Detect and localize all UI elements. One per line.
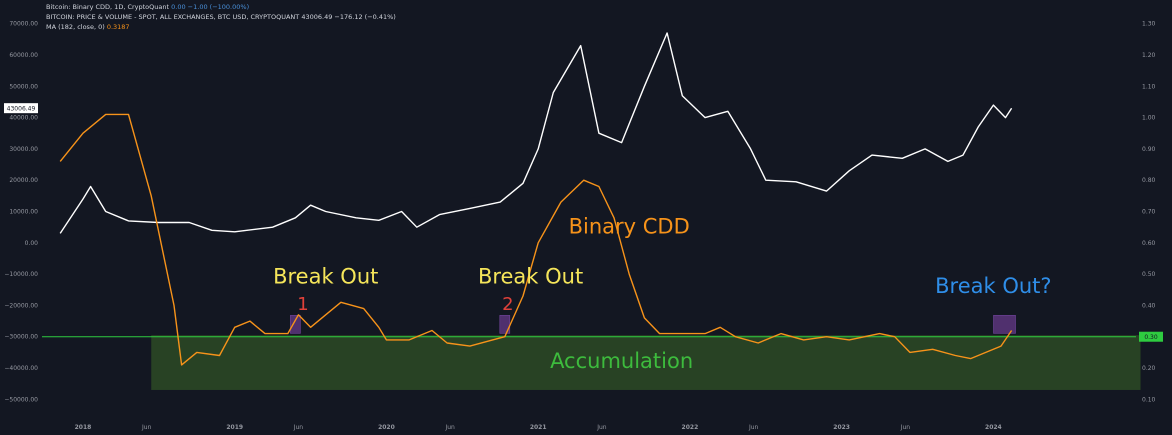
legend-cdd-values: 0.00 −1.00 (−100.00%)	[171, 3, 250, 11]
right-axis-tick-label: 0.50	[1142, 271, 1156, 278]
legend-line-ma: MA (182, close, 0) 0.3187	[46, 23, 130, 31]
legend-ma-label: MA (182, close, 0)	[46, 23, 105, 31]
legend-price-values: 43006.49 −176.12 (−0.41%)	[301, 13, 396, 21]
time-axis-tick-label: 2019	[226, 424, 243, 431]
time-axis-tick-label: Jun	[141, 424, 152, 431]
threshold-label: 0.30	[1144, 334, 1158, 341]
left-axis-tick-label: −40000.00	[4, 365, 38, 372]
zones-layer	[42, 335, 1141, 390]
left-axis-tick-label: 20000.00	[9, 177, 38, 184]
legend-line-price: BITCOIN: PRICE & VOLUME - SPOT, ALL EXCH…	[46, 13, 396, 21]
time-axis-tick-label: Jun	[900, 424, 911, 431]
series-layer	[59, 32, 1013, 366]
breakout-marker	[993, 315, 1016, 334]
annotations-layer: Binary CDD Break Out 1 Break Out 2 Break Out?…	[273, 214, 1051, 373]
left-axis-tick-label: 50000.00	[9, 83, 38, 90]
time-axis-tick-label: Jun	[748, 424, 759, 431]
current-price-label: 43006.49	[7, 106, 36, 113]
breakout-markers-layer	[290, 315, 1016, 334]
right-axis-tick-label: 1.20	[1142, 52, 1156, 59]
annotation-break-out: Break Out?	[935, 274, 1051, 298]
binary-cdd-line	[59, 113, 1013, 366]
annotation-break-out: Break Out	[273, 265, 378, 289]
time-axis-tick-label: 2020	[378, 424, 395, 431]
left-axis-tick-label: 30000.00	[9, 146, 38, 153]
breakout-marker	[290, 315, 301, 334]
axis-value-labels: 43006.49 0.30	[4, 103, 1163, 342]
left-axis-tick-label: 40000.00	[9, 115, 38, 122]
left-axis-tick-label: 70000.00	[9, 21, 38, 28]
breakout-marker	[499, 315, 511, 334]
left-axis-tick-label: −50000.00	[4, 396, 38, 403]
time-axis-tick-label: Jun	[293, 424, 304, 431]
right-axis-tick-label: 0.20	[1142, 365, 1156, 372]
right-axis-tick-label: 0.60	[1142, 240, 1156, 247]
current-price-badge	[4, 103, 38, 114]
time-axis-tick-label: 2023	[833, 424, 850, 431]
annotation-binary-cdd: Binary CDD	[569, 214, 690, 238]
time-axis-tick-label: 2024	[985, 424, 1002, 431]
annotation-accumulation: Accumulation	[550, 349, 693, 373]
time-axis-tick-label: 2022	[682, 424, 699, 431]
accumulation-zone	[151, 335, 1141, 390]
left-axis-tick-label: −20000.00	[4, 302, 38, 309]
annotation-2: 2	[502, 294, 513, 315]
left-axis-tick-label: −30000.00	[4, 334, 38, 341]
left-axis: 70000.00 60000.00 50000.00 40000.00 30000.00…	[4, 21, 38, 404]
right-axis-tick-label: 1.00	[1142, 115, 1156, 122]
annotation-1: 1	[297, 294, 308, 315]
right-axis-tick-label: 1.30	[1142, 21, 1156, 28]
left-axis-tick-label: 0.00	[25, 240, 39, 247]
right-axis-tick-label: 0.80	[1142, 177, 1156, 184]
legend-cdd-label: Bitcoin: Binary CDD, 1D, CryptoQuant	[46, 3, 170, 11]
left-axis-tick-label: 10000.00	[9, 209, 38, 216]
time-axis-tick-label: Jun	[444, 424, 455, 431]
btc-price-line	[59, 32, 1013, 234]
time-axis-tick-label: Jun	[596, 424, 607, 431]
time-axis-tick-label: 2018	[75, 424, 92, 431]
legend-price-label: BITCOIN: PRICE & VOLUME - SPOT, ALL EXCH…	[46, 13, 300, 21]
left-axis-tick-label: −10000.00	[4, 271, 38, 278]
annotation-break-out: Break Out	[478, 265, 583, 289]
time-axis: 2018 Jun 2019 Jun 2020 Jun 2021 Jun 2022 Jun 2023 J…	[75, 424, 1002, 431]
legend-line-cdd: Bitcoin: Binary CDD, 1D, CryptoQuant 0.0…	[46, 3, 249, 11]
right-axis-tick-label: 0.10	[1142, 396, 1156, 403]
threshold-badge	[1139, 331, 1163, 342]
time-axis-tick-label: 2021	[530, 424, 547, 431]
right-axis-tick-label: 0.40	[1142, 302, 1156, 309]
legend-ma-values: 0.3187	[106, 23, 130, 31]
left-axis-tick-label: 60000.00	[9, 52, 38, 59]
right-axis-tick-label: 0.70	[1142, 209, 1156, 216]
right-axis-tick-label: 0.90	[1142, 146, 1156, 153]
right-axis-tick-label: 1.10	[1142, 83, 1156, 90]
